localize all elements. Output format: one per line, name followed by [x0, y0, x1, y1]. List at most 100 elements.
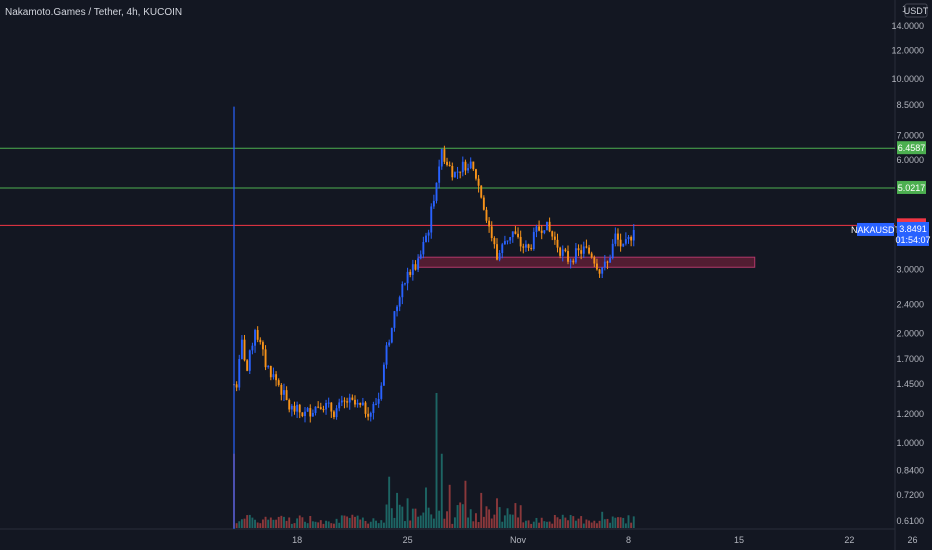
- candle-body: [548, 221, 551, 232]
- candle-body: [461, 161, 464, 173]
- volume-bar: [606, 518, 609, 528]
- volume-bar: [396, 492, 399, 528]
- candle-body: [409, 271, 412, 275]
- symbol-tag: [857, 222, 894, 236]
- volume-bar: [248, 514, 251, 528]
- volume-bar: [567, 520, 569, 528]
- candle-body: [432, 200, 435, 207]
- candle-body: [601, 267, 604, 274]
- candle-body: [398, 297, 401, 307]
- volume-bar: [475, 513, 477, 528]
- price-tick-label: 3.0000: [896, 264, 924, 274]
- candle-body: [240, 339, 243, 359]
- candle-body: [527, 244, 530, 248]
- candle-body: [556, 239, 559, 248]
- candle-body: [425, 235, 427, 242]
- candle-body: [330, 402, 333, 412]
- price-tick-label: 2.4000: [896, 300, 924, 310]
- volume-bar: [367, 523, 370, 528]
- candle-body: [346, 401, 349, 403]
- volume-bar: [582, 523, 585, 528]
- candle-body: [372, 403, 375, 413]
- candle-body: [588, 247, 590, 254]
- volume-bar: [401, 506, 404, 528]
- time-tick-label: 18: [292, 535, 302, 545]
- candle-body: [390, 327, 393, 343]
- price-tick-label: 1.0000: [896, 438, 924, 448]
- volume-bar: [417, 516, 420, 528]
- candle-body: [283, 390, 285, 395]
- candle-body: [251, 345, 254, 351]
- candle-body: [561, 249, 564, 256]
- volume-bar: [603, 519, 606, 528]
- volume-bar: [411, 508, 414, 528]
- candle-body: [264, 349, 267, 368]
- candle-body: [248, 350, 251, 371]
- volume-bar: [338, 522, 341, 528]
- volume-bar: [346, 516, 349, 528]
- volume-bar: [527, 520, 530, 528]
- volume-bar: [361, 517, 364, 528]
- volume-bar: [551, 523, 554, 528]
- candle-body: [446, 161, 448, 165]
- volume-bar: [359, 519, 362, 528]
- candle-body: [335, 408, 338, 418]
- last-price-value: 3.8491: [899, 224, 927, 234]
- volume-bar: [251, 517, 254, 528]
- volume-bar: [595, 523, 598, 528]
- volume-bar: [432, 518, 435, 528]
- volume-bar: [519, 505, 522, 528]
- candle-body: [380, 385, 383, 399]
- volume-bar: [259, 523, 262, 528]
- volume-bar: [472, 521, 475, 528]
- volume-bar: [277, 516, 280, 528]
- candle-body: [482, 197, 485, 210]
- candle-body: [490, 226, 493, 239]
- volume-bar: [382, 522, 385, 528]
- candle-body: [417, 258, 420, 270]
- candle-body: [517, 233, 519, 237]
- volume-bar: [446, 511, 448, 528]
- candle-body: [364, 402, 367, 414]
- candle-body: [498, 252, 501, 260]
- candle-body: [632, 229, 635, 241]
- volume-bar: [482, 516, 485, 528]
- candle-body: [311, 412, 314, 417]
- candle-body: [459, 171, 462, 173]
- candle-body: [401, 284, 404, 298]
- candle-body: [480, 185, 483, 198]
- candle-body: [538, 226, 541, 231]
- volume-bar: [456, 505, 459, 528]
- time-tick-label: 25: [403, 535, 413, 545]
- candle-body: [598, 269, 601, 274]
- time-axis[interactable]: 1825Nov8152226Dec6: [292, 535, 932, 545]
- currency-badge[interactable]: USDT: [904, 3, 929, 18]
- volume-bar: [572, 516, 575, 528]
- volume-bar: [598, 520, 601, 528]
- candle-body: [585, 246, 588, 248]
- candle-body: [617, 233, 619, 240]
- volume-bar: [275, 519, 278, 528]
- candle-body: [524, 244, 527, 248]
- volume-bar: [543, 521, 546, 528]
- volume-bar: [375, 520, 377, 528]
- candle-body: [590, 253, 593, 258]
- price-tick-label: 0.6100: [896, 516, 924, 526]
- candle-body: [261, 342, 264, 350]
- volume-bar: [351, 514, 354, 528]
- volume-bar: [438, 510, 441, 528]
- price-axis[interactable]: 14.0000 12.0000 10.0000 8.5000 7.0000 6.0000 3…: [891, 21, 924, 526]
- volume-bar: [493, 514, 496, 528]
- volume-bar: [546, 521, 548, 528]
- candle-body: [340, 400, 343, 403]
- volume-bar: [380, 520, 383, 528]
- candle-body: [430, 206, 433, 233]
- chart-title: Nakamoto.Games / Tether, 4h, KUCOIN: [5, 7, 182, 18]
- symbol-tag-label: NAKAUSDT: [851, 225, 901, 235]
- candle-body: [496, 244, 498, 260]
- candle-body: [427, 232, 430, 236]
- volume-bar: [509, 514, 512, 528]
- candle-body: [348, 397, 351, 403]
